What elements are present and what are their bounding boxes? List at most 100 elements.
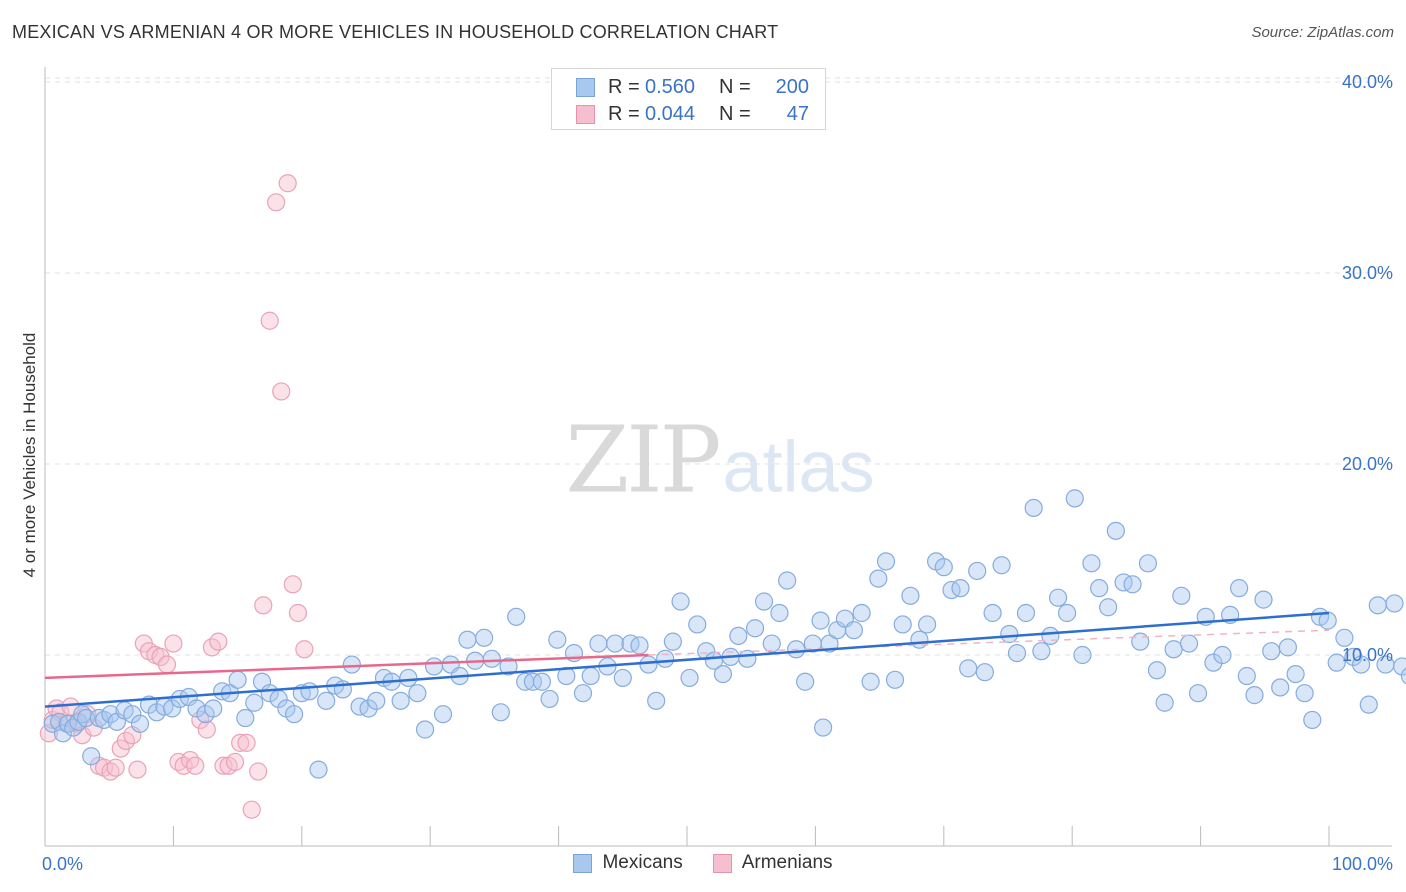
mexicans-point [1230,579,1249,598]
mexicans-point [359,699,378,718]
mexicans-point [918,615,937,634]
n-label: N = [719,75,751,98]
mexicans-point [1114,573,1133,592]
mexicans-point [770,603,789,623]
mexicans-point [621,634,640,653]
armenians-point [231,733,250,752]
mexicans-point [482,649,501,668]
mexicans-point [284,705,304,724]
armenians-point [128,760,147,779]
n-value: 200 [775,75,809,98]
mexicans-point [76,708,96,728]
armenians-swatch [576,104,595,124]
mexicans-point [491,703,510,722]
legend-item-armenians[interactable]: Armenians [712,852,833,874]
y-tick-label: 20.0% [1342,454,1393,474]
mexicans-point [1090,579,1109,598]
mexicans-point [1245,686,1264,705]
armenians-point [39,724,58,743]
mexicans-point [64,718,83,737]
armenians-point [278,174,297,193]
mexicans-point [992,556,1011,575]
mexicans-point [1057,603,1077,623]
n-value: 47 [786,102,809,125]
armenians-point [260,311,279,330]
mexicans-point [101,705,120,724]
mexicans-point [415,720,435,739]
mexicans-point [163,699,182,718]
mexicans-point [1082,554,1101,573]
mexicans-trend-line [44,611,1330,708]
mexicans-point [671,592,690,611]
mexicans-point [399,668,418,688]
mexicans-point [1032,642,1051,661]
mexicans-point [778,571,797,590]
armenians-trend-line [44,653,649,680]
armenians-swatch [712,853,732,873]
mexicans-point [729,626,748,646]
mexicans-point [130,714,150,733]
mexicans-point [861,672,880,691]
n-label: N = [719,102,751,125]
mexicans-point [581,666,600,686]
mexicans-point [1024,498,1043,518]
mexicans-point [630,636,649,655]
mexicans-point [317,691,336,710]
mexicans-point [1065,489,1084,508]
y-tick-label: 10.0% [1342,645,1393,665]
mexicans-point [1327,653,1346,672]
mexicans-point [1188,684,1208,703]
mexicans-point [656,649,675,668]
mexicans-point [1147,661,1167,680]
mexicans-swatch [573,853,593,873]
mexicans-point [507,607,526,626]
mexicans-point [228,670,247,689]
armenians-point [209,632,228,651]
mexicans-point [245,693,264,712]
correlation-legend: R = 0.560 N = 200 R = 0.044 N = 47 [551,68,826,130]
mexicans-point [1213,645,1232,665]
x-tick-label: 0.0% [42,854,83,874]
x-tick-label: 100.0% [1332,854,1393,874]
chart-source: Source: ZipAtlas.com [1251,24,1394,41]
axes [44,67,1392,847]
armenians-point [242,800,261,819]
mexicans-point [1271,678,1290,697]
mexicans-point [433,705,453,724]
mexicans-point [1099,598,1118,617]
mexicans-point [1335,628,1354,647]
mexicans-point [951,579,970,598]
mexicans-point [697,642,716,661]
mexicans-point [738,649,757,668]
armenians-point [186,756,205,775]
mexicans-point [236,708,255,728]
legend-label-mexicans: Mexicans [602,852,683,873]
mexicans-point [983,603,1002,623]
mexicans-point [639,655,658,674]
mexicans-point [663,632,682,651]
armenians-point [283,575,302,594]
mexicans-point [1262,642,1281,661]
mexicans-point [968,561,987,581]
mexicans-point [680,668,699,688]
armenians-point [106,758,125,777]
mexicans-point [1073,645,1092,665]
mexicans-point [424,657,444,676]
mexicans-point [869,569,888,588]
mexicans-point [975,663,994,682]
mexicans-point [1138,554,1158,573]
mexicans-point [1385,594,1404,613]
mexicans-point [959,659,978,678]
mexicans-point [391,691,410,710]
armenians-points [39,174,314,819]
mexicans-point [170,689,189,709]
mexicans-point [613,668,632,688]
mexicans-point [844,621,864,640]
legend-item-mexicans[interactable]: Mexicans [573,852,683,874]
armenians-point [295,640,314,659]
mexicans-point [1048,588,1068,607]
armenians-point [191,710,210,730]
trend-lines [44,611,1330,708]
mexicans-point [573,684,593,703]
